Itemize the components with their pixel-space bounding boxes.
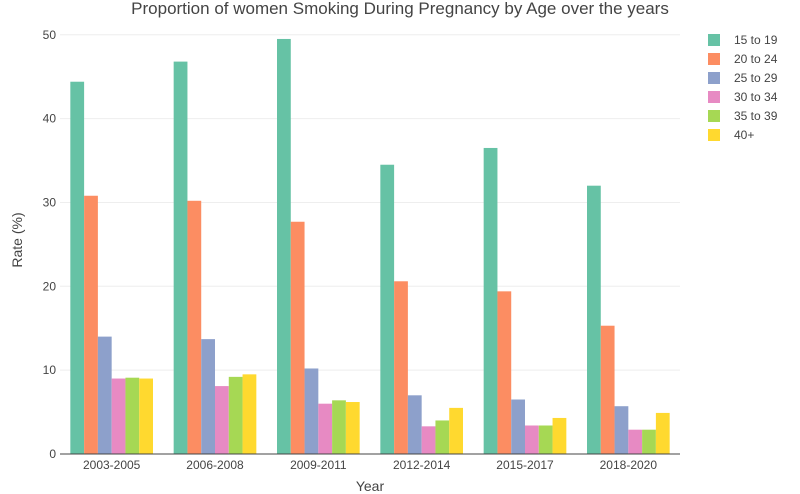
legend-swatch [708, 53, 720, 65]
bar[interactable] [538, 425, 553, 454]
bar[interactable] [215, 386, 229, 454]
bar[interactable] [525, 425, 539, 454]
bar[interactable] [187, 200, 202, 454]
bar[interactable] [304, 368, 319, 454]
gridlines [60, 34, 680, 371]
bar[interactable] [380, 164, 395, 454]
legend-item[interactable]: 35 to 39 [708, 109, 778, 123]
bar[interactable] [242, 374, 257, 454]
x-tick-label: 2009-2011 [290, 458, 347, 472]
legend-item[interactable]: 20 to 24 [708, 52, 778, 66]
bar[interactable] [228, 376, 243, 454]
x-tick-label: 2012-2014 [393, 458, 451, 472]
legend-label: 20 to 24 [734, 52, 778, 66]
bar[interactable] [173, 61, 188, 454]
bar[interactable] [277, 38, 291, 454]
bar[interactable] [407, 395, 422, 454]
bar[interactable] [628, 429, 643, 454]
x-tick-label: 2018-2020 [600, 458, 658, 472]
legend-label: 15 to 19 [734, 33, 778, 47]
bar[interactable] [139, 378, 153, 454]
bar[interactable] [125, 377, 140, 454]
bar[interactable] [655, 412, 670, 454]
legend-swatch [708, 91, 720, 103]
legend-swatch [708, 72, 720, 84]
y-tick-label: 20 [43, 279, 57, 293]
y-tick-label: 0 [49, 447, 56, 461]
legend-swatch [708, 34, 720, 46]
legend-swatch [708, 110, 720, 122]
legend-swatch [708, 129, 720, 141]
bar[interactable] [587, 185, 601, 454]
bar[interactable] [483, 147, 498, 454]
bar[interactable] [614, 406, 629, 454]
y-axis-label: Rate (%) [9, 212, 25, 267]
legend-item[interactable]: 25 to 29 [708, 71, 778, 85]
bar[interactable] [642, 429, 656, 454]
legend-label: 25 to 29 [734, 71, 778, 85]
bar[interactable] [435, 420, 450, 454]
y-tick-label: 10 [43, 363, 57, 377]
bar[interactable] [394, 281, 408, 454]
x-tick-label: 2006-2008 [186, 458, 244, 472]
y-tick-label: 40 [43, 112, 57, 126]
legend: 15 to 19 20 to 24 25 to 29 30 to 34 35 to 39… [708, 33, 778, 142]
bar[interactable] [84, 195, 98, 454]
legend-label: 30 to 34 [734, 90, 778, 104]
bar[interactable] [600, 325, 615, 454]
bar[interactable] [497, 291, 512, 454]
bar[interactable] [449, 407, 463, 454]
y-tick-label: 30 [43, 195, 57, 209]
x-axis-ticks: 2003-2005 2006-2008 2009-2011 2012-2014 2015… [83, 458, 657, 472]
legend-label: 35 to 39 [734, 109, 778, 123]
x-tick-label: 2003-2005 [83, 458, 141, 472]
bar[interactable] [421, 426, 436, 454]
bars [70, 38, 670, 455]
x-tick-label: 2015-2017 [496, 458, 554, 472]
bar[interactable] [70, 81, 85, 454]
legend-label: 40+ [734, 128, 754, 142]
chart-title: Proportion of women Smoking During Pregn… [131, 0, 669, 18]
bar[interactable] [552, 417, 567, 454]
bar[interactable] [290, 221, 305, 454]
bar[interactable] [111, 378, 126, 454]
bar[interactable] [201, 339, 215, 454]
bar[interactable] [332, 400, 346, 454]
legend-item[interactable]: 40+ [708, 128, 754, 142]
legend-item[interactable]: 30 to 34 [708, 90, 778, 104]
y-axis-ticks: 0 10 20 30 40 50 [43, 28, 57, 461]
bar[interactable] [345, 402, 360, 454]
bar[interactable] [511, 399, 525, 455]
y-tick-label: 50 [43, 28, 57, 42]
legend-item[interactable]: 15 to 19 [708, 33, 778, 47]
bar[interactable] [318, 403, 333, 454]
x-axis-label: Year [356, 478, 385, 494]
bar[interactable] [97, 336, 112, 454]
